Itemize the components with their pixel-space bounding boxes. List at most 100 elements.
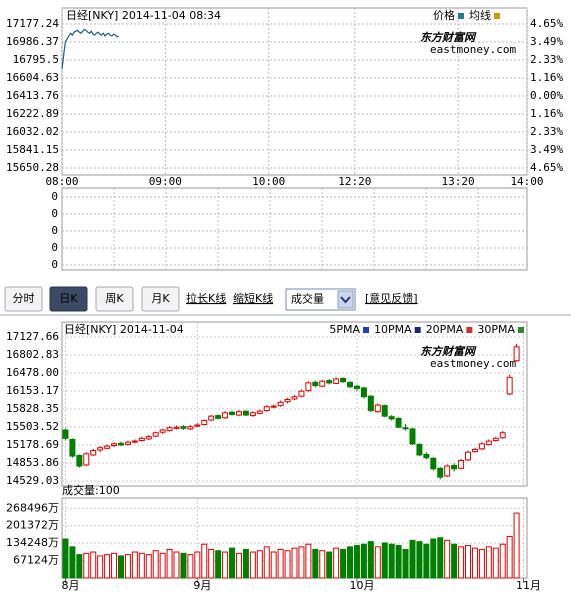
y2-tick-label: 2.33% — [530, 125, 563, 138]
candle-body — [208, 415, 215, 421]
y-tick-label: 268496万 — [6, 501, 59, 514]
x-tick-label: 10:00 — [252, 175, 285, 188]
volume-bar — [111, 552, 118, 579]
candle-body — [187, 426, 194, 430]
volume-bar — [416, 541, 423, 579]
legend-label: 30PMA — [477, 323, 515, 336]
volume-bar — [298, 546, 305, 579]
volume-bar — [284, 550, 291, 579]
plot-frame — [61, 187, 528, 271]
volume-bar — [388, 543, 395, 579]
candle-body — [284, 399, 291, 403]
y-tick-label: 15503.52 — [6, 420, 59, 433]
volume-bar — [270, 551, 277, 579]
candle-body — [492, 437, 499, 442]
price-line — [61, 28, 120, 70]
candle-body — [263, 406, 270, 412]
volume-bar — [499, 543, 506, 579]
y-tick-label: 16222.89 — [6, 107, 59, 120]
volume-bar — [187, 554, 194, 579]
plot-frame — [61, 321, 528, 487]
tab-label[interactable]: 周K — [105, 292, 124, 305]
volume-bar — [249, 551, 256, 579]
candle-body — [222, 412, 229, 419]
volume-bar — [409, 539, 416, 579]
volume-bar — [465, 545, 472, 579]
candle-body — [347, 381, 354, 388]
candle-body — [333, 378, 340, 384]
legend-swatch — [363, 327, 370, 333]
volume-bar — [506, 535, 513, 579]
tab-label[interactable]: 月K — [151, 292, 170, 305]
volume-bar — [263, 546, 270, 579]
tab-button[interactable] — [49, 286, 88, 312]
y2-tick-label: 4.65% — [530, 17, 563, 30]
select-value[interactable]: 成交量 — [291, 292, 324, 306]
candle-body — [312, 381, 319, 387]
legend-label: 5PMA — [329, 323, 360, 336]
y-tick-label: 16795.5 — [13, 53, 59, 66]
volume-bar — [367, 541, 374, 579]
volume-bar — [333, 547, 340, 579]
volume-bar — [312, 548, 319, 579]
zoom-link[interactable]: 缩短K线 — [233, 291, 273, 305]
candle-body — [471, 448, 478, 453]
candle-body — [277, 401, 284, 407]
volume-bar — [305, 543, 312, 579]
volume-bar — [360, 543, 367, 579]
feedback-link[interactable]: [意见反馈] — [365, 291, 418, 305]
candle-body — [229, 411, 236, 415]
volume-bar — [159, 552, 166, 579]
y-tick-label: 14529.03 — [6, 474, 59, 487]
volume-bar — [381, 542, 388, 579]
volume-bar — [117, 555, 124, 579]
chart-title: 日经[NKY] 2014-11-04 — [64, 323, 184, 336]
candle-body — [131, 440, 138, 443]
y-tick-label: 16032.02 — [6, 125, 59, 138]
candle-body — [256, 410, 263, 414]
candle-body — [180, 426, 187, 429]
candle-body — [340, 377, 347, 383]
candle-body — [485, 440, 492, 445]
volume-bar — [201, 543, 208, 579]
candle-body — [215, 415, 222, 419]
candle-body — [69, 438, 76, 457]
candle-body — [444, 465, 451, 477]
select-arrow-box[interactable] — [337, 290, 354, 309]
candle-body — [90, 450, 97, 456]
x-tick-label: 14:00 — [510, 175, 543, 188]
candle-body — [159, 429, 166, 433]
candle-body — [451, 464, 458, 470]
volume-bar — [256, 550, 263, 579]
volume-bar — [402, 548, 409, 579]
volume-bar — [513, 512, 520, 579]
volume-bar — [69, 546, 76, 579]
tab-label[interactable]: 分时 — [13, 292, 35, 305]
tab-button[interactable] — [141, 286, 180, 312]
tab-button[interactable] — [95, 286, 134, 312]
volume-bar — [485, 546, 492, 579]
tab-label[interactable]: 日K — [59, 292, 78, 305]
y-tick-label: 16478.00 — [6, 366, 59, 379]
y-tick-label: 0 — [51, 258, 58, 271]
tab-button[interactable] — [4, 286, 43, 312]
y2-tick-label: 1.16% — [530, 71, 563, 84]
volume-bar — [173, 551, 180, 579]
y-tick-label: 0 — [51, 241, 58, 254]
candle-body — [235, 411, 242, 416]
volume-bar — [76, 554, 83, 579]
volume-bar — [437, 537, 444, 579]
y-tick-label: 16413.76 — [6, 89, 59, 102]
candle-body — [97, 447, 104, 451]
legend-label: 价格 — [433, 8, 455, 22]
y-tick-label: 17127.66 — [6, 330, 59, 343]
candle-body — [117, 442, 124, 446]
candle-body — [298, 390, 305, 397]
volume-bar — [423, 543, 430, 579]
legend-swatch — [518, 327, 524, 333]
y2-tick-label: 3.49% — [530, 143, 563, 156]
volume-bar — [62, 538, 69, 579]
candle-body — [430, 457, 437, 470]
legend-label: 10PMA — [374, 323, 412, 336]
zoom-link[interactable]: 拉长K线 — [186, 291, 226, 305]
